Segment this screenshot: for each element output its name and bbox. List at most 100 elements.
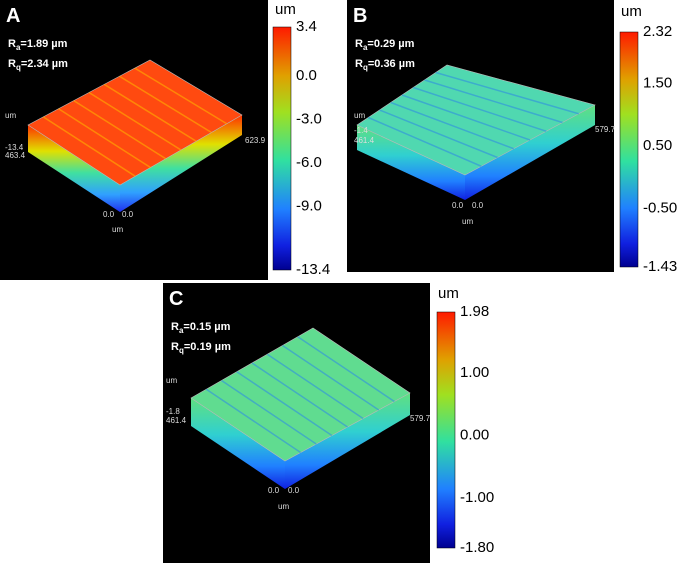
surface-top (27, 59, 243, 186)
roughness-value: =0.19 µm (184, 341, 231, 353)
colorbar-tick-label: 0.00 (460, 427, 489, 444)
surface-texture (221, 379, 317, 445)
axis-label: 579.7 (410, 414, 431, 423)
surface-texture (73, 99, 167, 160)
axis-label: 0.0 (103, 210, 115, 219)
colorbar-tick-label: 0.50 (643, 137, 672, 154)
subscript: q (16, 63, 21, 72)
surface-texture (401, 94, 531, 141)
surface-texture (205, 388, 302, 454)
axis-label: 461.4 (354, 136, 375, 145)
surface-front-right (465, 105, 595, 200)
colorbar (272, 26, 292, 271)
roughness: Rq=0.36 µm (355, 58, 415, 72)
axis-label: um (166, 376, 177, 385)
axis-label: 623.9 (245, 136, 266, 145)
axis-label: 461.4 (166, 416, 187, 425)
panel-label: C (169, 288, 183, 310)
colorbar (619, 31, 639, 268)
surface-texture (424, 79, 563, 124)
axis-label: 0.0 (122, 210, 134, 219)
roughness: Rq=0.19 µm (171, 341, 231, 355)
axis-label: 0.0 (472, 201, 484, 210)
roughness: Ra=0.29 µm (355, 38, 415, 52)
surface-front-left (191, 398, 285, 489)
surface-texture (435, 71, 579, 115)
roughness-value: =1.89 µm (20, 38, 67, 50)
colorbar-tick-label: 3.4 (296, 18, 317, 35)
colorbar-tick-label: -1.43 (643, 258, 677, 275)
symbol: R (171, 341, 179, 353)
surface-texture (390, 101, 515, 150)
surface-texture (266, 353, 364, 420)
axis-label: um (354, 111, 365, 120)
surface-texture (251, 362, 348, 428)
colorbar-tick-label: 2.32 (643, 23, 672, 40)
axis-label: -1.8 (166, 407, 180, 416)
symbol: R (171, 321, 179, 333)
symbol: R (8, 58, 16, 70)
symbol: R (8, 38, 16, 50)
colorbar-tick-label: 1.00 (460, 364, 489, 381)
surface-texture (103, 83, 197, 142)
surface-texture (58, 108, 151, 169)
roughness: Ra=0.15 µm (171, 321, 231, 335)
axis-label: um (5, 111, 16, 120)
colorbar-tick-label: -1.00 (460, 489, 494, 506)
colorbar (436, 311, 456, 549)
roughness-value: =0.36 µm (368, 58, 415, 70)
surface-top (356, 64, 596, 176)
colorbar-tick-label: -0.50 (643, 200, 677, 217)
panel-label: A (6, 5, 20, 27)
axis-label: um (462, 217, 473, 226)
axis-label: 0.0 (268, 486, 280, 495)
axis-label: 0.0 (288, 486, 300, 495)
symbol: R (355, 58, 363, 70)
surface-texture (134, 67, 228, 125)
roughness: Rq=2.34 µm (8, 58, 68, 72)
symbol: R (355, 38, 363, 50)
surface-front-right (285, 393, 410, 489)
subscript: a (16, 43, 21, 52)
axis-label: 0.0 (452, 201, 464, 210)
surface-top (190, 327, 411, 462)
roughness-value: =0.15 µm (183, 321, 230, 333)
colorbar-tick-label: 0.0 (296, 67, 317, 84)
roughness-value: =0.29 µm (367, 38, 414, 50)
surface-texture (282, 344, 380, 411)
colorbar-tick-label: -6.0 (296, 154, 322, 171)
surface-texture (42, 116, 136, 177)
surface-front-right (120, 115, 242, 212)
axis-label: um (112, 225, 123, 234)
roughness-value: =2.34 µm (21, 58, 68, 70)
surface-texture (379, 109, 498, 159)
colorbar-unit: um (275, 1, 296, 18)
surface-texture (297, 336, 395, 403)
colorbar-unit: um (438, 285, 459, 302)
colorbar-unit: um (621, 3, 642, 20)
colorbar-tick-label: 1.50 (643, 74, 672, 91)
axis-label: -13.4 (5, 143, 24, 152)
surface-front-left (357, 125, 465, 200)
subscript: q (363, 63, 368, 72)
surface-texture (119, 75, 212, 134)
colorbar-tick-label: -13.4 (296, 261, 330, 278)
axis-label: 579.7 (595, 125, 616, 134)
axis-label: 463.4 (5, 151, 26, 160)
axis-label: um (278, 502, 289, 511)
surface-front-left (28, 125, 120, 212)
subscript: a (363, 43, 368, 52)
colorbar-tick-label: -3.0 (296, 111, 322, 128)
colorbar-tick-label: -1.80 (460, 539, 494, 556)
roughness: Ra=1.89 µm (8, 38, 68, 52)
surface-texture (88, 91, 182, 151)
surface-texture (413, 86, 547, 132)
subscript: a (179, 326, 184, 335)
colorbar-tick-label: 1.98 (460, 303, 489, 320)
axis-label: -1.4 (354, 126, 368, 135)
surface-texture (367, 116, 482, 167)
